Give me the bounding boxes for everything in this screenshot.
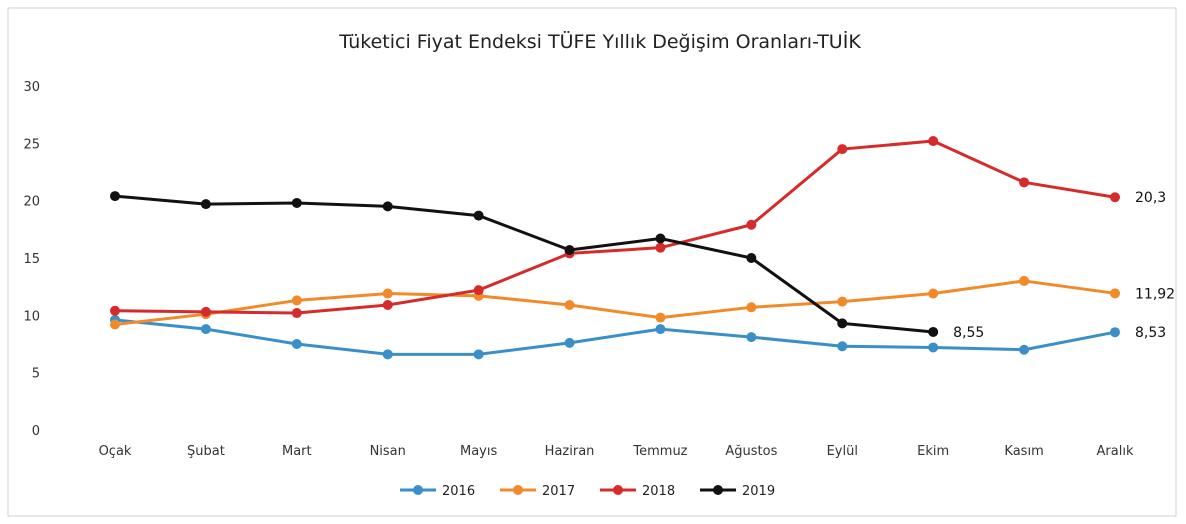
x-tick-label: Kasım bbox=[1004, 444, 1043, 459]
series-line bbox=[114, 318, 1116, 356]
x-tick-label: Haziran bbox=[545, 444, 595, 459]
data-point bbox=[110, 319, 120, 330]
data-point bbox=[382, 300, 393, 311]
data-point bbox=[928, 342, 939, 353]
data-point bbox=[837, 341, 848, 352]
series-2018 bbox=[110, 136, 1120, 319]
x-tick-label: Ekim bbox=[917, 444, 949, 459]
legend-label: 2017 bbox=[542, 484, 575, 499]
series-2019 bbox=[110, 191, 939, 337]
data-point bbox=[746, 219, 757, 230]
y-tick-label: 25 bbox=[23, 137, 40, 152]
data-point bbox=[564, 337, 575, 348]
data-point bbox=[382, 349, 393, 360]
legend-item: 2017 bbox=[500, 484, 575, 499]
data-point bbox=[200, 324, 211, 335]
x-tick-label: Temmuz bbox=[632, 444, 687, 459]
data-point bbox=[291, 197, 302, 208]
end-value-label: 20,3 bbox=[1135, 190, 1166, 206]
y-tick-label: 0 bbox=[32, 424, 40, 439]
y-tick-label: 15 bbox=[23, 252, 40, 267]
data-point bbox=[655, 233, 666, 244]
data-point bbox=[655, 324, 666, 335]
legend-label: 2019 bbox=[742, 484, 775, 499]
x-tick-label: Oçak bbox=[99, 444, 132, 459]
data-point bbox=[291, 295, 302, 306]
data-point bbox=[837, 296, 848, 307]
x-tick-label: Eylül bbox=[827, 444, 858, 459]
data-point bbox=[564, 244, 575, 255]
y-tick-label: 10 bbox=[23, 309, 40, 324]
data-point bbox=[837, 144, 848, 155]
data-point bbox=[382, 201, 393, 212]
data-point bbox=[1110, 192, 1120, 203]
data-point bbox=[564, 300, 575, 311]
end-value-label: 8,55 bbox=[953, 325, 984, 341]
end-labels: 8,53 11,92 20,3 8,55 bbox=[953, 190, 1175, 341]
data-point bbox=[746, 302, 757, 313]
end-value-label: 11,92 bbox=[1135, 286, 1175, 302]
legend-swatch-marker bbox=[413, 485, 423, 495]
series-line bbox=[114, 139, 1116, 315]
data-point bbox=[200, 199, 211, 210]
series-2017 bbox=[110, 275, 1120, 330]
x-tick-label: Şubat bbox=[187, 444, 225, 459]
data-point bbox=[1110, 288, 1120, 299]
data-point bbox=[473, 285, 484, 296]
data-point bbox=[928, 288, 939, 299]
x-axis-ticks: Oçak Şubat Mart Nisan Mayıs Haziran Temmuz Ağus… bbox=[99, 444, 1134, 459]
legend-label: 2016 bbox=[442, 484, 475, 499]
data-point bbox=[746, 253, 757, 263]
data-point bbox=[291, 308, 302, 319]
y-tick-label: 30 bbox=[23, 80, 40, 95]
data-point bbox=[655, 312, 666, 323]
data-point bbox=[746, 332, 757, 343]
x-tick-label: Ağustos bbox=[725, 444, 777, 459]
legend-item: 2019 bbox=[700, 484, 775, 499]
legend-swatch-marker bbox=[613, 485, 623, 495]
legend-label: 2018 bbox=[642, 484, 675, 499]
end-value-label: 8,53 bbox=[1135, 325, 1166, 341]
x-tick-label: Mayıs bbox=[460, 444, 497, 459]
legend: 2016 2017 2018 2019 bbox=[400, 484, 775, 499]
data-point bbox=[928, 326, 939, 337]
data-point bbox=[473, 210, 484, 221]
data-point bbox=[291, 339, 302, 349]
data-point bbox=[1019, 177, 1030, 188]
legend-swatch-marker bbox=[713, 485, 723, 495]
series-line bbox=[114, 279, 1116, 326]
data-point bbox=[110, 191, 120, 202]
chart-title: Tüketici Fiyat Endeksi TÜFE Yıllık Değiş… bbox=[338, 30, 861, 53]
data-point bbox=[837, 318, 848, 329]
x-tick-label: Nisan bbox=[370, 444, 406, 459]
data-point bbox=[110, 305, 120, 316]
y-tick-label: 20 bbox=[23, 195, 40, 210]
data-point bbox=[655, 242, 666, 253]
data-point bbox=[200, 306, 211, 317]
series-line bbox=[114, 194, 934, 334]
data-point bbox=[1019, 344, 1030, 355]
x-tick-label: Aralık bbox=[1097, 444, 1134, 459]
data-point bbox=[1110, 327, 1120, 338]
y-tick-label: 5 bbox=[32, 367, 40, 382]
series-layer bbox=[110, 136, 1120, 360]
data-point bbox=[473, 349, 484, 360]
data-point bbox=[382, 288, 393, 299]
data-point bbox=[928, 136, 939, 147]
y-axis-ticks: 0 5 10 15 20 25 30 bbox=[23, 80, 40, 439]
data-point bbox=[1019, 275, 1030, 286]
x-tick-label: Mart bbox=[282, 444, 312, 459]
legend-item: 2016 bbox=[400, 484, 475, 499]
legend-swatch-marker bbox=[513, 485, 523, 495]
series-2016 bbox=[110, 314, 1120, 360]
chart-frame bbox=[7, 7, 1177, 517]
legend-item: 2018 bbox=[600, 484, 675, 499]
